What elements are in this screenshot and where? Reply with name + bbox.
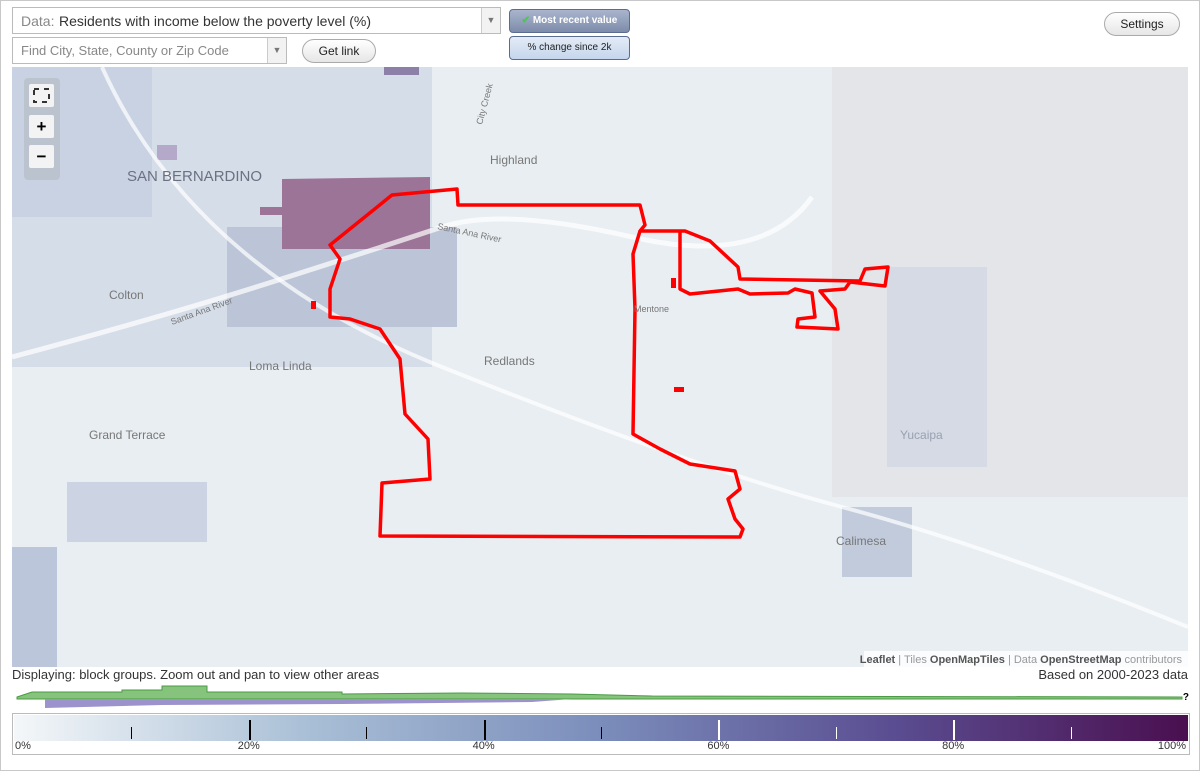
legend-tick [366,727,368,739]
boundary [328,187,890,539]
data-select[interactable]: Data: Residents with income below the po… [12,7,501,34]
legend-label: 40% [472,740,495,752]
displaying-note: Displaying: block groups. Zoom out and p… [12,667,380,682]
map-region [12,547,57,667]
map-label: Yucaipa [900,428,943,442]
legend-label: 100% [1157,740,1186,752]
map-label: Mentone [634,304,669,314]
map-region [260,177,430,249]
histogram-green [16,685,1183,700]
dropdown-arrow: ▼ [481,8,500,33]
attribution: Leaflet | Tiles OpenMapTiles | Data Open… [860,654,1183,666]
legend-label: 0% [15,740,31,752]
map-label: Colton [109,288,144,302]
map-label: Redlands [484,354,535,368]
zoom-control: + − [24,78,60,180]
legend-tick [248,720,251,740]
road [12,195,815,360]
histogram-purple [45,699,572,708]
road [100,67,1188,629]
attribution-link[interactable]: OpenStreetMap [1040,654,1122,666]
boundary-piece [671,278,676,288]
attribution-link[interactable]: Leaflet [860,654,896,666]
attribution-text: | Tiles [898,654,927,666]
check-icon: ✔ [521,15,531,26]
boundary-piece [311,301,316,309]
map[interactable]: SAN BERNARDINO Highland Colton Loma Lind… [12,67,1188,667]
legend-tick [835,727,837,739]
based-on-note: Based on 2000-2023 data [1038,667,1188,682]
most-recent-button[interactable]: ✔ Most recent value [509,9,630,33]
map-label: SAN BERNARDINO [127,168,262,185]
map-label: Highland [490,153,537,167]
legend-tick [718,720,721,740]
settings-button[interactable]: Settings [1104,12,1180,36]
attribution-link[interactable]: OpenMapTiles [930,654,1005,666]
legend-label: 20% [237,740,260,752]
map-label: Loma Linda [249,359,312,373]
data-select-value: Residents with income below the poverty … [59,13,372,29]
attribution-text: | Data [1008,654,1038,666]
legend-label: 80% [942,740,965,752]
legend-tick [1070,727,1072,739]
zoom-out-button[interactable] [29,145,54,168]
map-label: Grand Terrace [89,428,166,442]
legend-tick [601,727,602,739]
attribution-bg [864,651,1188,667]
boundary-piece [674,387,684,392]
dropdown-arrow: ▼ [267,38,286,63]
fullscreen-button[interactable] [29,84,54,107]
legend-tick [483,720,486,740]
histogram: ? [16,685,1189,708]
search-box[interactable]: Find City, State, County or Zip Code ▼ [12,37,287,64]
zoom-in-label: + [37,117,47,136]
map-label: Calimesa [836,534,886,548]
map-region [157,145,177,160]
map-region [384,67,419,75]
legend-tick [131,727,133,739]
legend: 0% 20% 40% 60% 80% 100% [12,713,1190,755]
attribution-text: contributors [1125,654,1183,666]
map-region [887,267,987,467]
map-region [67,482,207,542]
percent-change-button[interactable]: % change since 2k [509,36,630,60]
data-label: Data: [21,13,55,29]
zoom-out-label: − [37,147,47,166]
fullscreen-icon [33,88,50,103]
legend-label: 60% [707,740,730,752]
zoom-in-button[interactable] [29,115,54,138]
legend-tick [953,720,956,740]
help-icon[interactable]: ? [1183,692,1189,703]
most-recent-label: Most recent value [532,15,618,26]
search-placeholder: Find City, State, County or Zip Code [21,43,229,58]
get-link-button[interactable]: Get link [302,39,376,63]
